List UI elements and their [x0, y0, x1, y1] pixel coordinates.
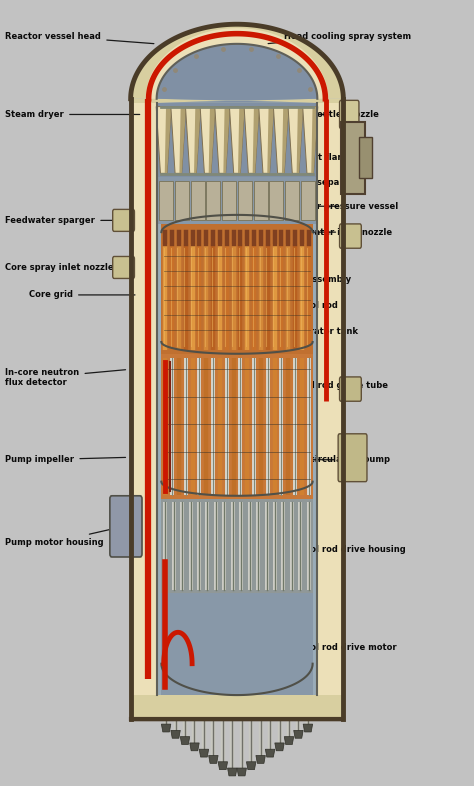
Polygon shape	[156, 177, 318, 224]
Polygon shape	[222, 181, 236, 220]
Text: Feedwater inlet nozzle: Feedwater inlet nozzle	[284, 228, 392, 237]
Polygon shape	[215, 107, 230, 173]
Text: Control rod drive motor: Control rod drive motor	[271, 633, 397, 652]
Polygon shape	[244, 107, 259, 173]
Polygon shape	[180, 736, 190, 744]
Text: Steam dryer: Steam dryer	[5, 110, 140, 119]
Polygon shape	[159, 181, 173, 220]
Polygon shape	[171, 107, 186, 173]
Polygon shape	[237, 768, 246, 776]
Text: Feedwater sparger: Feedwater sparger	[5, 216, 130, 225]
Text: In-core neutron
flux detector: In-core neutron flux detector	[5, 368, 126, 387]
FancyBboxPatch shape	[339, 101, 359, 129]
Polygon shape	[238, 181, 252, 220]
Polygon shape	[179, 107, 186, 173]
Polygon shape	[206, 181, 220, 220]
Polygon shape	[175, 181, 189, 220]
Polygon shape	[301, 181, 315, 220]
Text: Head cooling spray system: Head cooling spray system	[268, 31, 411, 43]
Polygon shape	[265, 749, 275, 757]
Polygon shape	[303, 107, 318, 173]
Polygon shape	[161, 724, 171, 732]
Polygon shape	[273, 107, 289, 173]
Polygon shape	[199, 749, 209, 757]
Text: Support flange: Support flange	[284, 153, 356, 162]
Text: Core grid: Core grid	[29, 290, 135, 299]
Polygon shape	[209, 107, 215, 173]
Text: Pump motor housing: Pump motor housing	[5, 527, 121, 546]
Polygon shape	[161, 354, 313, 499]
Polygon shape	[131, 24, 343, 99]
Polygon shape	[156, 103, 318, 695]
FancyBboxPatch shape	[340, 122, 365, 193]
Polygon shape	[156, 44, 318, 103]
Polygon shape	[156, 107, 171, 173]
Polygon shape	[297, 107, 303, 173]
Polygon shape	[209, 755, 218, 763]
Polygon shape	[285, 181, 299, 220]
Polygon shape	[185, 107, 201, 173]
Text: Fuel assembly: Fuel assembly	[273, 275, 351, 284]
Polygon shape	[318, 103, 343, 695]
Polygon shape	[131, 103, 156, 695]
Polygon shape	[161, 224, 313, 354]
Polygon shape	[311, 107, 318, 173]
FancyBboxPatch shape	[113, 209, 135, 231]
Polygon shape	[165, 107, 171, 173]
Polygon shape	[267, 107, 274, 173]
Text: Reactor pressure vessel: Reactor pressure vessel	[284, 202, 399, 211]
Polygon shape	[254, 181, 268, 220]
Polygon shape	[161, 499, 313, 593]
Polygon shape	[156, 44, 318, 103]
Polygon shape	[253, 107, 259, 173]
Polygon shape	[269, 181, 283, 220]
Text: Steam outlet nozzle: Steam outlet nozzle	[284, 110, 379, 119]
Polygon shape	[229, 107, 245, 173]
Polygon shape	[294, 730, 303, 738]
Polygon shape	[190, 743, 199, 751]
Polygon shape	[161, 593, 313, 695]
Text: Moderator tank: Moderator tank	[280, 327, 358, 336]
Polygon shape	[259, 107, 274, 173]
Text: Contol rod guide tube: Contol rod guide tube	[280, 380, 388, 390]
Text: Core spray inlet nozzle: Core spray inlet nozzle	[5, 263, 126, 272]
FancyBboxPatch shape	[339, 224, 361, 248]
Polygon shape	[156, 103, 318, 177]
FancyBboxPatch shape	[338, 434, 367, 482]
Text: Pump impeller: Pump impeller	[5, 455, 126, 465]
FancyBboxPatch shape	[110, 496, 142, 557]
Polygon shape	[191, 181, 205, 220]
FancyBboxPatch shape	[339, 447, 361, 472]
Polygon shape	[256, 755, 265, 763]
Polygon shape	[238, 107, 245, 173]
Polygon shape	[200, 107, 215, 173]
Text: Control rod: Control rod	[273, 300, 338, 310]
Polygon shape	[282, 107, 289, 173]
Polygon shape	[146, 28, 328, 99]
Text: Steam separator: Steam separator	[275, 178, 364, 187]
Text: Control rod drive housing: Control rod drive housing	[280, 542, 406, 554]
Text: Main circulation pump: Main circulation pump	[284, 455, 390, 465]
FancyBboxPatch shape	[339, 377, 361, 401]
Text: Reactor vessel head: Reactor vessel head	[5, 31, 154, 44]
Polygon shape	[246, 762, 256, 769]
Polygon shape	[228, 768, 237, 776]
FancyBboxPatch shape	[113, 256, 135, 278]
Polygon shape	[288, 107, 303, 173]
Polygon shape	[218, 762, 228, 769]
Polygon shape	[131, 99, 343, 718]
Polygon shape	[171, 730, 180, 738]
Polygon shape	[303, 724, 313, 732]
Polygon shape	[275, 743, 284, 751]
Polygon shape	[284, 736, 294, 744]
Polygon shape	[223, 107, 230, 173]
Polygon shape	[194, 107, 201, 173]
FancyBboxPatch shape	[359, 138, 372, 178]
